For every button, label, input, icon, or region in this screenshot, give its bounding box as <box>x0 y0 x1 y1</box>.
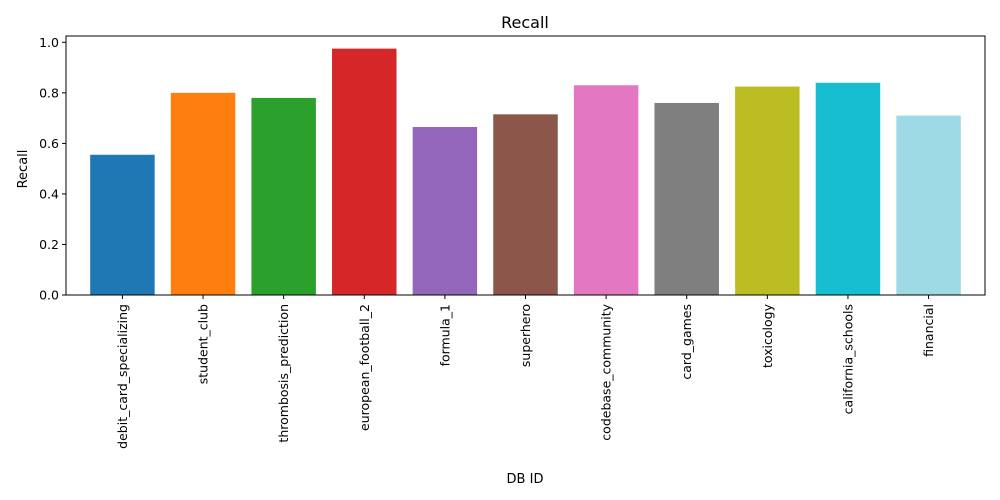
bar-student_club <box>170 92 236 295</box>
x-tick-label: toxicology <box>760 303 775 368</box>
x-tick-label: financial <box>921 304 936 357</box>
bar-california_schools <box>815 82 881 295</box>
y-tick-label: 0.4 <box>39 186 59 201</box>
bar-european_football_2 <box>332 48 397 295</box>
x-tick-label: card_games <box>679 304 694 380</box>
y-tick-label: 0.8 <box>39 85 59 100</box>
chart-title: Recall <box>501 13 549 32</box>
x-tick-label: formula_1 <box>437 304 452 366</box>
y-tick-label: 0.0 <box>39 288 59 303</box>
x-tick-label: codebase_community <box>599 303 614 440</box>
y-tick-label: 0.6 <box>39 136 59 151</box>
x-tick-label: superhero <box>518 304 533 367</box>
bar-superhero <box>493 114 558 295</box>
plot-frame <box>65 35 986 296</box>
bar-codebase_community <box>573 85 639 296</box>
x-tick-label: california_schools <box>840 304 855 414</box>
bar-debit_card_specializing <box>90 154 155 295</box>
bars-group <box>90 48 961 296</box>
bar-financial <box>896 115 961 295</box>
axes-frame <box>65 35 986 296</box>
x-tick-label: student_club <box>196 304 211 384</box>
x-tick-label: debit_card_specializing <box>115 304 130 449</box>
x-tick-label: thrombosis_prediction <box>276 304 291 443</box>
y-tick-label: 0.2 <box>39 237 59 252</box>
y-tick-label: 1.0 <box>39 35 59 50</box>
bar-toxicology <box>735 86 800 295</box>
bar-card_games <box>654 102 719 296</box>
bar-formula_1 <box>412 126 478 295</box>
x-axis-ticks: debit_card_specializing student_club throm… <box>115 295 936 449</box>
y-axis-ticks: 0.0 0.2 0.4 0.6 0.8 1.0 <box>39 35 66 303</box>
bar-thrombosis_prediction <box>251 97 316 295</box>
x-tick-label: european_football_2 <box>357 304 372 431</box>
y-axis-label: Recall <box>16 150 31 189</box>
x-axis-label: DB ID <box>507 472 544 487</box>
